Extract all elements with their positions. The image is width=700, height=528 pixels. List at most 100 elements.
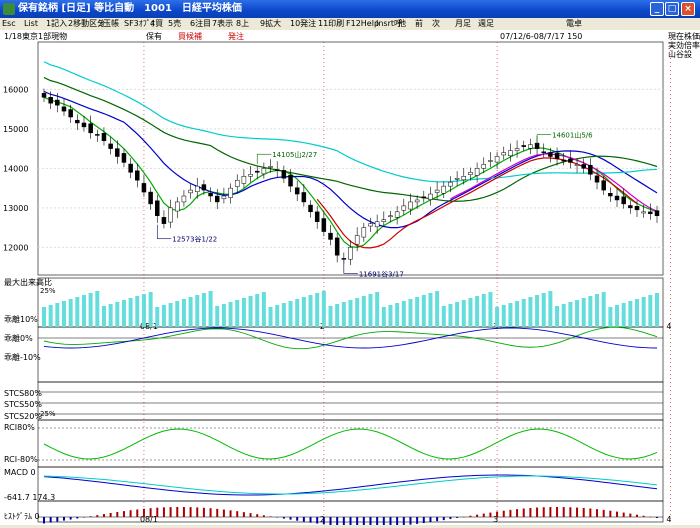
volume-bar xyxy=(608,307,613,327)
maximize-button[interactable]: □ xyxy=(665,2,679,16)
volume-bar xyxy=(581,298,586,327)
histogram-bar xyxy=(609,510,612,517)
header-right-info-2: 山谷設 xyxy=(668,49,692,59)
volume-bar xyxy=(361,296,366,327)
chart-panel: 1/18 東京1部現物 保有 買候補 発注 07/12/6-08/7/17 150 現在株価… xyxy=(0,30,700,527)
histogram-bar xyxy=(142,508,145,517)
menu-item-9[interactable]: 7表示 xyxy=(212,19,234,28)
menu-item-21[interactable]: 電卓 xyxy=(566,19,582,28)
menu-item-6[interactable]: 4買 xyxy=(150,19,164,28)
histogram-bar xyxy=(236,511,239,517)
histogram-bar xyxy=(116,512,119,517)
menu-item-1[interactable]: List xyxy=(24,19,38,28)
price-tick-0: 16000 xyxy=(3,85,28,94)
menu-item-8[interactable]: 6注目 xyxy=(190,19,212,28)
menu-item-11[interactable]: 9拡大 xyxy=(260,19,282,28)
menu-item-20[interactable]: 週足 xyxy=(478,19,494,28)
candle-body xyxy=(201,184,207,191)
histogram-bar xyxy=(402,517,405,526)
volume-bar xyxy=(221,304,226,327)
candle-body xyxy=(448,181,453,187)
histogram-bar xyxy=(556,507,559,517)
volume-bar xyxy=(381,307,386,327)
menu-item-3[interactable]: 2移動区分 xyxy=(68,19,106,28)
histogram-bar xyxy=(302,517,305,522)
histogram-bar xyxy=(502,510,505,517)
menu-item-13[interactable]: 11印刷 xyxy=(318,19,345,28)
candle-body xyxy=(401,205,407,211)
candle-body xyxy=(334,237,340,256)
volume-bar xyxy=(341,302,346,327)
volume-bar xyxy=(121,300,126,327)
histogram-bar xyxy=(182,507,185,517)
title-bar: 保有銘柄 [日足] 等比自動 1001 日経平均株価 _ □ × xyxy=(0,0,700,18)
rci-label-bot: RCI-80% xyxy=(4,455,38,464)
menu-item-18[interactable]: 次 xyxy=(432,19,440,28)
menu-item-16[interactable]: 他 xyxy=(398,19,406,28)
volume-bar xyxy=(448,304,453,327)
price-tick-2: 14000 xyxy=(3,164,28,173)
menu-item-5[interactable]: SF3ｵﾌﾟｵ xyxy=(124,19,155,28)
histogram-bar xyxy=(316,517,319,524)
candle-body xyxy=(408,201,413,210)
volume-bar xyxy=(88,293,93,327)
volume-bar xyxy=(428,293,433,327)
candle-body xyxy=(568,158,573,163)
candle-body xyxy=(101,132,107,141)
price-tick-3: 13000 xyxy=(3,204,28,213)
menu-item-19[interactable]: 月足 xyxy=(455,19,471,28)
volume-bar xyxy=(435,291,440,327)
close-button[interactable]: × xyxy=(681,2,695,16)
candle-body xyxy=(588,164,593,175)
volume-bar xyxy=(288,301,293,327)
volume-bar xyxy=(161,305,166,327)
menu-item-10[interactable]: 8上 xyxy=(236,19,250,28)
histogram-bar xyxy=(342,517,345,527)
volume-bar xyxy=(188,297,193,327)
menu-item-15[interactable]: Insrt呼 xyxy=(376,19,403,28)
rci-label-top: RCI80% xyxy=(4,423,35,432)
candle-body xyxy=(221,195,227,200)
volume-bar xyxy=(281,303,286,327)
menu-item-14[interactable]: F12Help xyxy=(346,19,380,28)
header-range: 07/12/6-08/7/17 150 xyxy=(500,32,582,41)
volume-bar xyxy=(541,293,546,327)
volume-bar xyxy=(515,301,520,327)
volume-bar xyxy=(508,303,513,327)
candle-body xyxy=(81,122,87,128)
histogram-bar xyxy=(102,514,105,517)
volume-bar xyxy=(228,302,233,327)
volume-bar xyxy=(455,302,460,327)
histogram-bar xyxy=(82,517,85,518)
menu-item-4[interactable]: 3玉帳 xyxy=(98,19,120,28)
volume-bar xyxy=(615,305,620,327)
histogram-bar xyxy=(43,517,45,524)
menu-item-2[interactable]: 1記入 xyxy=(46,19,68,28)
histogram-bar xyxy=(396,517,399,526)
macd-label-top: MACD 0 xyxy=(4,468,36,477)
histogram-bar xyxy=(249,513,252,517)
menu-item-0[interactable]: Esc xyxy=(2,19,16,28)
histogram-bar xyxy=(589,508,592,517)
volume-bar xyxy=(555,306,560,327)
header-status-order: 発注 xyxy=(228,31,244,41)
volume-bar xyxy=(375,292,380,327)
volume-bar xyxy=(115,302,120,327)
menu-item-17[interactable]: 前 xyxy=(415,19,423,28)
candle-body xyxy=(641,211,646,214)
menu-item-7[interactable]: 5売 xyxy=(168,19,182,28)
histogram-bar xyxy=(62,517,65,521)
minimize-button[interactable]: _ xyxy=(650,2,664,16)
histogram-bar xyxy=(636,514,639,517)
annotation-label-0: 14105山2/27 xyxy=(272,150,317,159)
volume-bar xyxy=(408,299,413,327)
volume-bar xyxy=(561,304,566,327)
menu-item-12[interactable]: 10発注 xyxy=(290,19,317,28)
month-label-bottom-0: 08/1 xyxy=(140,515,158,524)
candle-body xyxy=(161,217,167,224)
histogram-bar xyxy=(549,507,552,517)
histogram-bar xyxy=(489,512,492,517)
volume-bar xyxy=(128,298,133,327)
histogram-bar xyxy=(522,508,525,517)
volume-bar xyxy=(42,307,46,327)
